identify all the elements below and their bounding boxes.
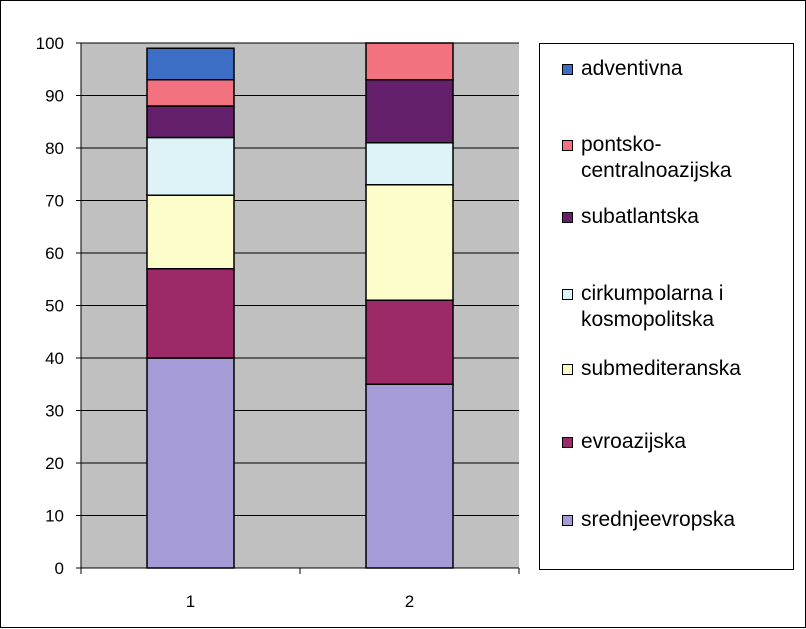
legend-label: evroazijska: [581, 429, 793, 455]
chart-legend: adventivna pontsko-centralnoazijska subatl…: [539, 43, 794, 570]
y-tick-label: 40: [45, 349, 64, 368]
bar-segment: [146, 268, 235, 359]
legend-label-line: subatlantska: [581, 205, 699, 228]
bar-segment: [365, 79, 454, 144]
legend-label: pontsko-centralnoazijska: [581, 132, 793, 184]
legend-swatch: [562, 515, 573, 526]
legend-label-line: submediteranska: [581, 357, 741, 380]
bar-segment: [365, 142, 454, 186]
legend-label-line: evroazijska: [581, 430, 687, 453]
legend-label-line: pontsko-: [581, 133, 662, 156]
legend-item: evroazijska: [562, 429, 790, 455]
x-tick-label: 2: [405, 592, 414, 611]
legend-swatch: [562, 64, 573, 75]
bar-segment: [365, 42, 454, 81]
legend-label-line: cirkumpolarna i: [581, 282, 724, 305]
bar-segment: [146, 357, 235, 569]
bar-segment: [146, 194, 235, 270]
bar-segment: [146, 79, 235, 107]
legend-label: subatlantska: [581, 204, 793, 230]
y-tick-label: 50: [45, 297, 64, 316]
y-tick-label: 90: [45, 87, 64, 106]
bar-segment: [365, 184, 454, 301]
y-tick-label: 0: [55, 559, 64, 578]
legend-label-line: srednjeevropska: [581, 508, 736, 531]
legend-label: adventivna: [581, 56, 793, 82]
legend-item: srednjeevropska: [562, 507, 790, 533]
legend-swatch: [562, 437, 573, 448]
legend-label: cirkumpolarna i kosmopolitska: [581, 281, 793, 333]
bar-segment: [365, 383, 454, 569]
bar-segment: [146, 105, 235, 139]
bar-segment: [146, 47, 235, 81]
legend-label-line: centralnoazijska: [581, 159, 732, 182]
legend-swatch: [562, 140, 573, 151]
legend-swatch: [562, 212, 573, 223]
legend-item: submediteranska: [562, 356, 790, 382]
y-tick-label: 30: [45, 402, 64, 421]
legend-item: cirkumpolarna i kosmopolitska: [562, 281, 790, 333]
y-tick-label: 60: [45, 244, 64, 263]
y-tick-label: 80: [45, 139, 64, 158]
x-tick-label: 1: [186, 592, 195, 611]
legend-label: srednjeevropska: [581, 507, 793, 533]
legend-item: subatlantska: [562, 204, 790, 230]
y-tick-label: 100: [36, 34, 64, 53]
bar-segment: [365, 299, 454, 385]
legend-label-line: adventivna: [581, 57, 683, 80]
legend-swatch: [562, 289, 573, 300]
legend-label: submediteranska: [581, 356, 793, 382]
y-tick-label: 20: [45, 454, 64, 473]
legend-item: adventivna: [562, 56, 790, 82]
y-tick-label: 70: [45, 192, 64, 211]
y-tick-label: 10: [45, 507, 64, 526]
bar-segment: [146, 136, 235, 196]
legend-label-line: kosmopolitska: [581, 308, 715, 331]
legend-swatch: [562, 364, 573, 375]
legend-item: pontsko-centralnoazijska: [562, 132, 790, 184]
